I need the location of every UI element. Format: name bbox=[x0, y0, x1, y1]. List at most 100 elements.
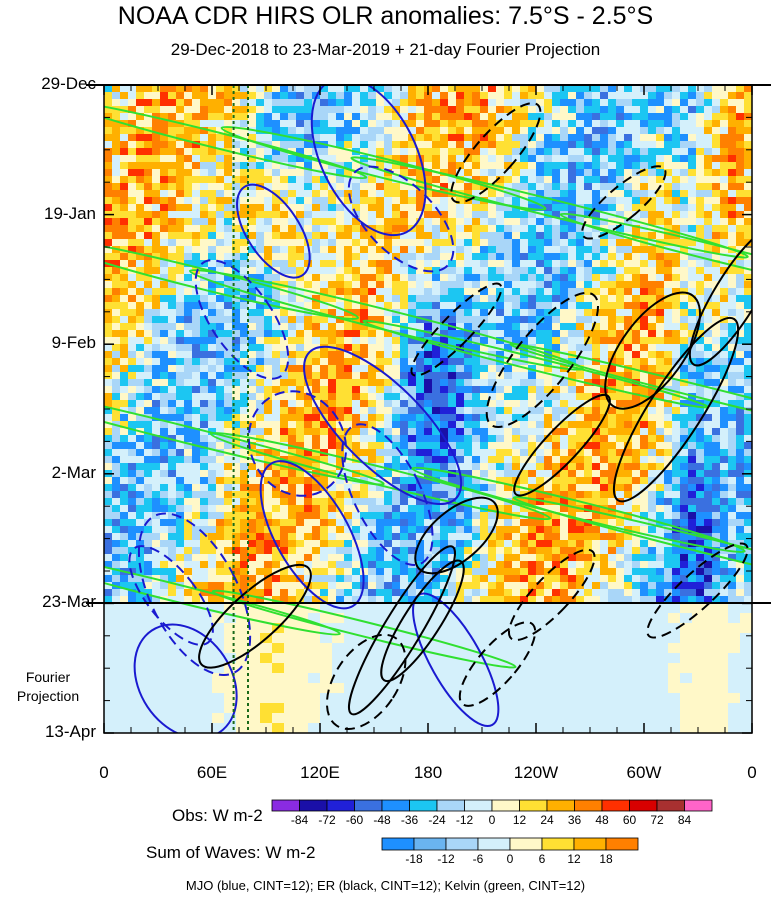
obs-cell bbox=[736, 393, 745, 401]
obs-cell bbox=[544, 127, 553, 135]
obs-cell bbox=[672, 435, 681, 443]
obs-cell bbox=[144, 239, 153, 247]
obs-cell bbox=[112, 330, 121, 338]
obs-cell bbox=[408, 148, 417, 156]
obs-cell bbox=[680, 120, 689, 128]
obs-cell bbox=[504, 302, 513, 310]
obs-cell bbox=[744, 183, 752, 191]
obs-cell bbox=[656, 358, 665, 366]
obs-cell bbox=[384, 393, 393, 401]
obs-cell bbox=[648, 155, 657, 163]
obs-cell bbox=[360, 302, 369, 310]
obs-cell bbox=[264, 99, 273, 107]
obs-cell bbox=[280, 442, 289, 450]
obs-cell bbox=[144, 323, 153, 331]
obs-cell bbox=[320, 120, 329, 128]
obs-cell bbox=[712, 169, 721, 177]
obs-cell bbox=[528, 463, 537, 471]
obs-cell bbox=[560, 428, 569, 436]
obs-cell bbox=[176, 106, 185, 114]
obs-cell bbox=[224, 211, 233, 219]
obs-cell bbox=[112, 505, 121, 513]
obs-cell bbox=[528, 127, 537, 135]
obs-cell bbox=[312, 176, 321, 184]
obs-cell bbox=[320, 435, 329, 443]
obs-cell bbox=[208, 323, 217, 331]
obs-cell bbox=[104, 407, 113, 415]
obs-cell bbox=[264, 407, 273, 415]
obs-cell bbox=[296, 428, 305, 436]
obs-cell bbox=[360, 449, 369, 457]
obs-cell bbox=[184, 113, 193, 121]
obs-cell bbox=[376, 309, 385, 317]
obs-cell bbox=[648, 477, 657, 485]
obs-cell bbox=[592, 316, 601, 324]
obs-cell bbox=[480, 155, 489, 163]
obs-cell bbox=[736, 449, 745, 457]
obs-cell bbox=[336, 211, 345, 219]
obs-cell bbox=[560, 260, 569, 268]
obs-cell bbox=[464, 442, 473, 450]
obs-cell bbox=[624, 162, 633, 170]
obs-cell bbox=[128, 484, 137, 492]
obs-cell bbox=[648, 351, 657, 359]
obs-cell bbox=[400, 449, 409, 457]
obs-cell bbox=[576, 190, 585, 198]
obs-cell bbox=[128, 302, 137, 310]
obs-cell bbox=[512, 330, 521, 338]
obs-cell bbox=[328, 365, 337, 373]
obs-cell bbox=[272, 456, 281, 464]
obs-cell bbox=[136, 456, 145, 464]
obs-cell bbox=[480, 225, 489, 233]
obs-cell bbox=[192, 477, 201, 485]
obs-cell bbox=[168, 456, 177, 464]
obs-cell bbox=[416, 435, 425, 443]
obs-cell bbox=[560, 204, 569, 212]
obs-cell bbox=[624, 386, 633, 394]
obs-cell bbox=[112, 477, 121, 485]
obs-cell bbox=[208, 421, 217, 429]
obs-cell bbox=[672, 414, 681, 422]
obs-cell bbox=[704, 323, 713, 331]
obs-cell bbox=[416, 120, 425, 128]
obs-cell bbox=[672, 330, 681, 338]
obs-cell bbox=[200, 435, 209, 443]
obs-cell bbox=[632, 323, 641, 331]
obs-cell bbox=[704, 113, 713, 121]
obs-cell bbox=[112, 463, 121, 471]
obs-cell bbox=[664, 442, 673, 450]
obs-cell bbox=[232, 358, 241, 366]
obs-cell bbox=[256, 379, 265, 387]
obs-cell bbox=[256, 211, 265, 219]
obs-cell bbox=[744, 456, 752, 464]
obs-cell bbox=[472, 92, 481, 100]
obs-cell bbox=[672, 498, 681, 506]
obs-cell bbox=[480, 183, 489, 191]
obs-cell bbox=[464, 148, 473, 156]
obs-cell bbox=[656, 400, 665, 408]
obs-cell bbox=[312, 442, 321, 450]
obs-cell bbox=[200, 442, 209, 450]
obs-cell bbox=[384, 162, 393, 170]
obs-cell bbox=[272, 92, 281, 100]
obs-cell bbox=[128, 421, 137, 429]
obs-cell bbox=[280, 169, 289, 177]
obs-cell bbox=[216, 512, 225, 520]
obs-cell bbox=[184, 435, 193, 443]
obs-cell bbox=[560, 141, 569, 149]
obs-cell bbox=[632, 400, 641, 408]
obs-cell bbox=[384, 295, 393, 303]
obs-cell bbox=[296, 421, 305, 429]
obs-cell bbox=[400, 113, 409, 121]
obs-cell bbox=[592, 127, 601, 135]
obs-cell bbox=[672, 211, 681, 219]
obs-cell bbox=[632, 463, 641, 471]
obs-cell bbox=[624, 379, 633, 387]
obs-cell bbox=[744, 351, 752, 359]
obs-cell bbox=[312, 414, 321, 422]
obs-cell bbox=[520, 470, 529, 478]
obs-cell bbox=[488, 113, 497, 121]
obs-cell bbox=[240, 267, 249, 275]
obs-cell bbox=[200, 99, 209, 107]
obs-cell bbox=[608, 463, 617, 471]
